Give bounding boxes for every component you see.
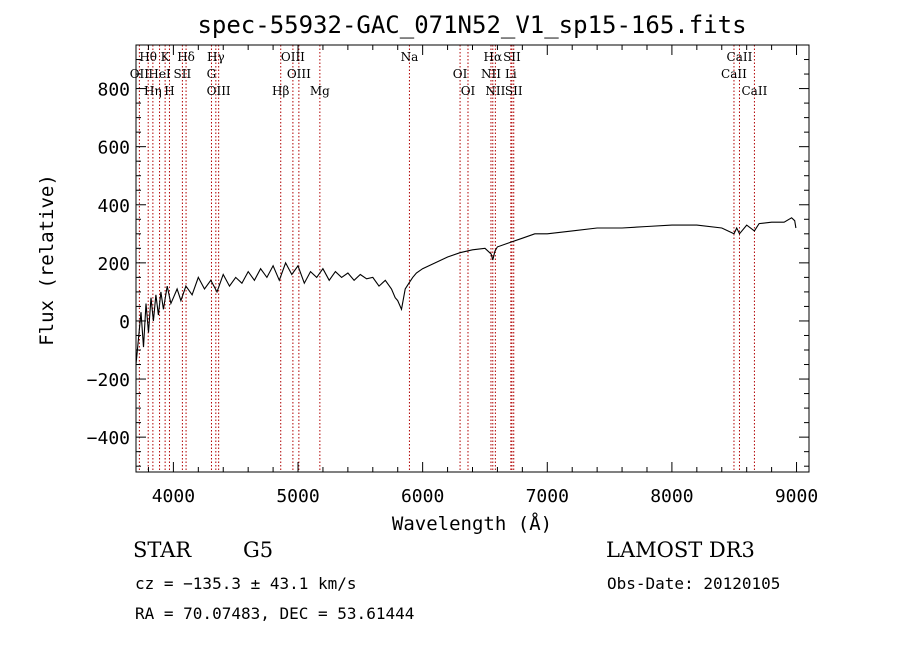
line-label: K bbox=[161, 50, 171, 64]
plot-frame bbox=[135, 44, 810, 473]
line-label: Hβ bbox=[272, 84, 289, 98]
line-label: OI bbox=[453, 67, 468, 81]
line-label: SII bbox=[505, 84, 523, 98]
line-label: Li bbox=[505, 67, 517, 81]
line-label: CaII bbox=[742, 84, 768, 98]
y-tick-label: 600 bbox=[97, 138, 130, 159]
line-label: Na bbox=[401, 50, 419, 64]
x-tick-label: 5000 bbox=[276, 486, 319, 507]
x-tick-label: 7000 bbox=[526, 486, 569, 507]
line-label: OIII bbox=[287, 67, 311, 81]
x-axis-ticks: 4000 5000 6000 7000 8000 9000 bbox=[147, 45, 818, 507]
line-label: SII bbox=[503, 50, 521, 64]
line-label: CaII bbox=[721, 67, 747, 81]
line-label: Hδ bbox=[177, 50, 195, 64]
object-subclass: G5 bbox=[243, 538, 274, 562]
line-label: G bbox=[207, 67, 217, 81]
line-markers bbox=[138, 45, 755, 472]
x-tick-label: 6000 bbox=[401, 486, 444, 507]
line-label: NII bbox=[481, 67, 501, 81]
line-labels: HθOIIHηKHeIHHδSIIOIIIHγGHβOIIIOIIIMgNaOI… bbox=[130, 50, 768, 98]
y-tick-label: 800 bbox=[97, 80, 130, 101]
y-tick-label: −400 bbox=[87, 428, 130, 449]
line-label: OIII bbox=[207, 84, 231, 98]
line-label: OIII bbox=[281, 50, 305, 64]
y-axis-label: Flux (relative) bbox=[36, 174, 58, 346]
line-label: Mg bbox=[310, 84, 330, 98]
y-tick-label: 400 bbox=[97, 196, 130, 217]
x-axis-label: Wavelength (Å) bbox=[392, 512, 552, 535]
x-tick-label: 4000 bbox=[152, 486, 195, 507]
line-label: OI bbox=[461, 84, 476, 98]
x-tick-label: 8000 bbox=[650, 486, 693, 507]
spectrum-line bbox=[135, 217, 797, 365]
y-axis-ticks: −400 −200 0 200 400 600 800 bbox=[87, 59, 809, 467]
y-tick-label: −200 bbox=[87, 370, 130, 391]
y-tick-label: 200 bbox=[97, 254, 130, 275]
line-label: HeI bbox=[148, 67, 171, 81]
line-label: Hθ bbox=[139, 50, 157, 64]
obs-date: Obs-Date: 20120105 bbox=[607, 574, 781, 593]
chart-title: spec-55932-GAC_071N52_V1_sp15-165.fits bbox=[197, 11, 746, 39]
line-label: Hγ bbox=[207, 50, 225, 64]
line-label: NII bbox=[485, 84, 505, 98]
y-tick-label: 0 bbox=[119, 312, 130, 333]
coordinates: RA = 70.07483, DEC = 53.61444 bbox=[135, 604, 415, 623]
line-label: Hα bbox=[484, 50, 503, 64]
line-label: CaII bbox=[727, 50, 753, 64]
line-label: SII bbox=[174, 67, 192, 81]
line-label: H bbox=[164, 84, 174, 98]
x-tick-label: 9000 bbox=[775, 486, 818, 507]
object-class: STAR bbox=[133, 538, 192, 562]
redshift-cz: cz = −135.3 ± 43.1 km/s bbox=[135, 574, 357, 593]
line-label: Hη bbox=[144, 84, 162, 98]
survey-name: LAMOST DR3 bbox=[606, 538, 755, 562]
